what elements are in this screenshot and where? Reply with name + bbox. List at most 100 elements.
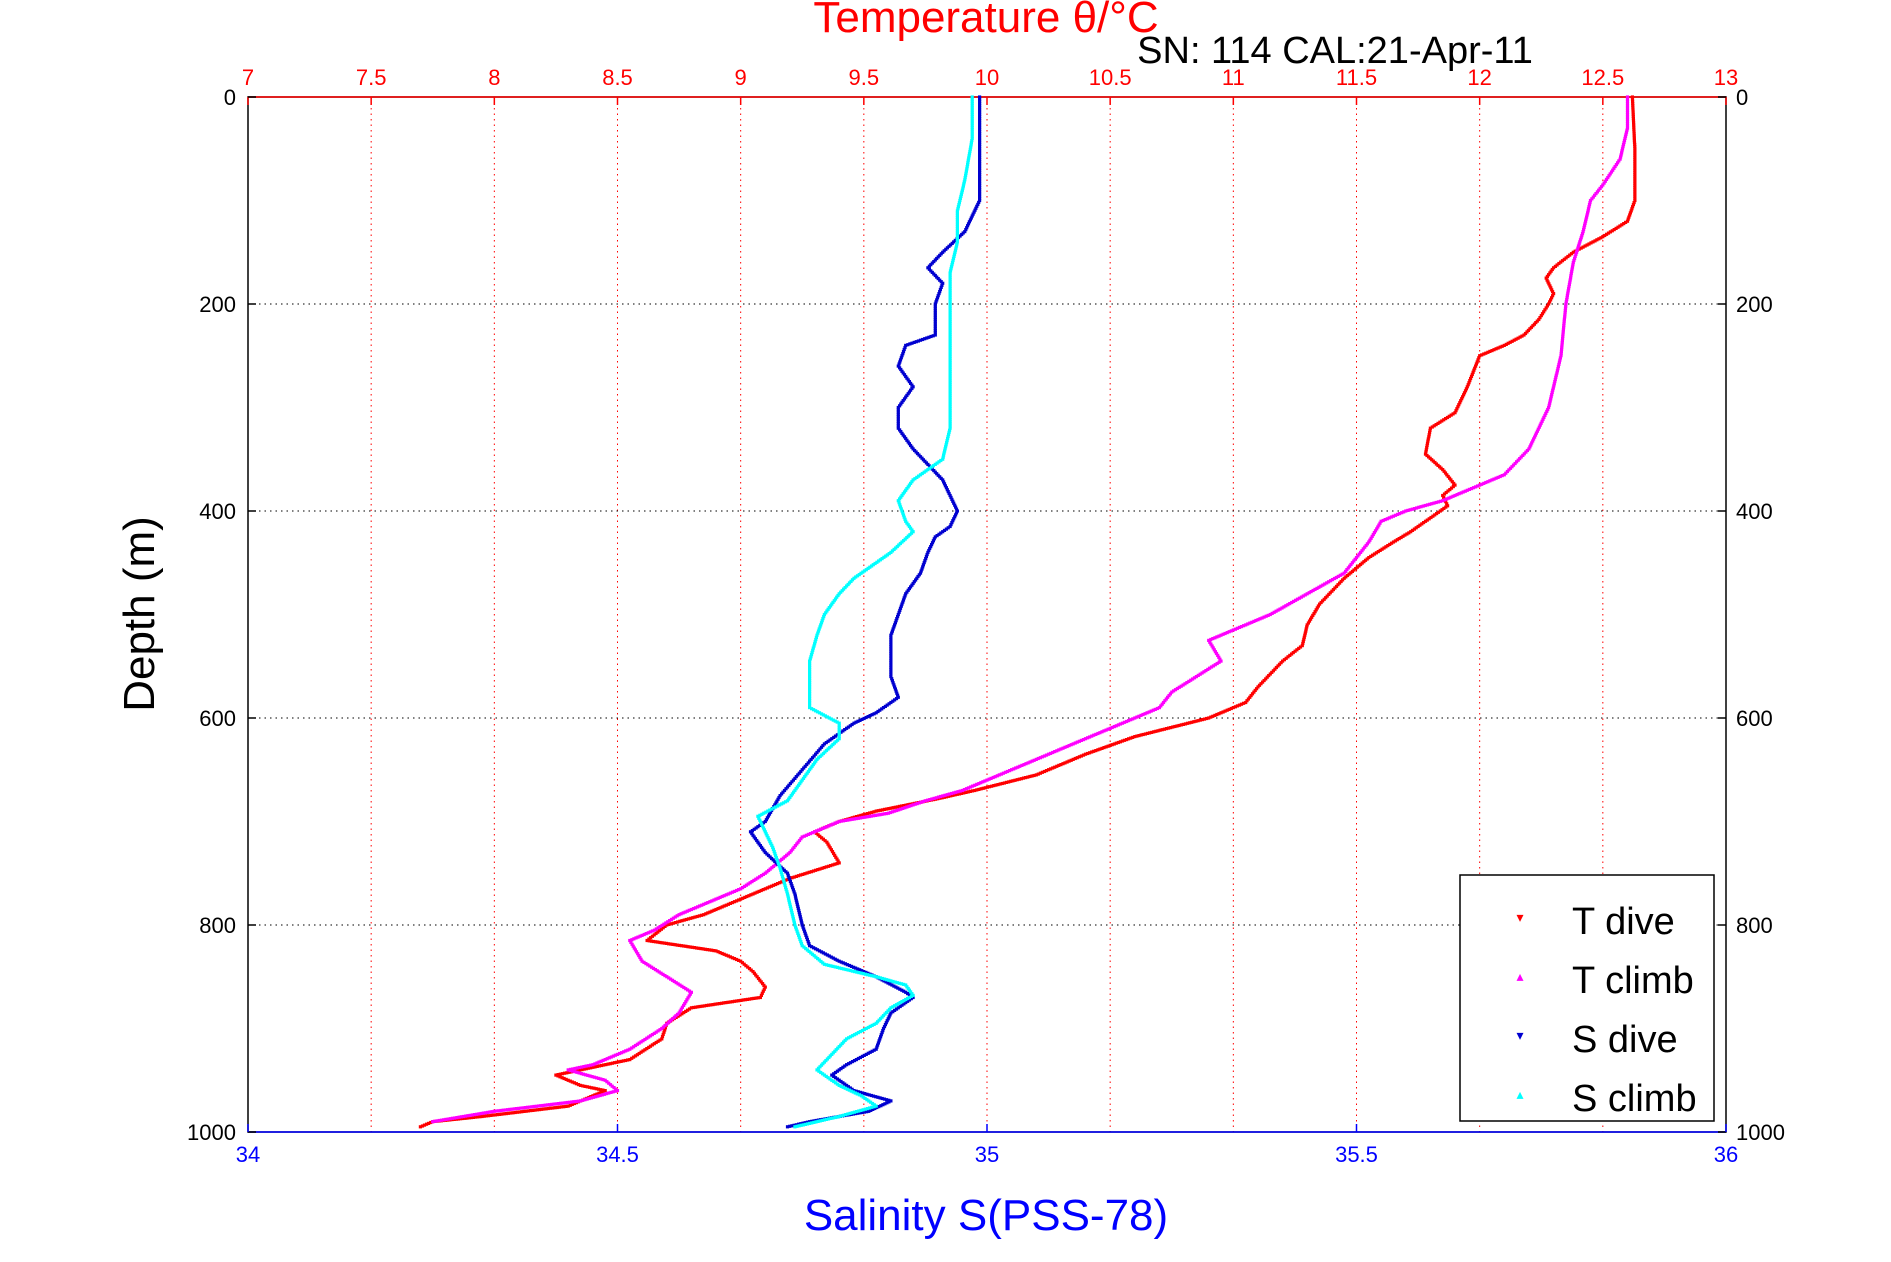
- data-point: [623, 1058, 628, 1063]
- data-point: [881, 1029, 885, 1033]
- data-point: [1442, 418, 1446, 422]
- data-point: [969, 216, 973, 220]
- data-point: [948, 315, 952, 319]
- data-point: [1231, 628, 1235, 632]
- data-point: [1606, 231, 1611, 235]
- data-point: [1550, 390, 1554, 394]
- series-markers: [418, 95, 1637, 1129]
- data-point: [642, 932, 646, 937]
- data-point: [1540, 419, 1544, 423]
- data-point: [1202, 670, 1206, 674]
- data-point: [572, 1081, 576, 1085]
- data-point: [1038, 756, 1042, 760]
- data-point: [875, 560, 879, 564]
- data-point: [858, 1090, 863, 1094]
- data-point: [876, 1095, 880, 1099]
- data-point: [825, 963, 829, 967]
- data-point: [782, 879, 786, 883]
- data-point: [1586, 209, 1590, 213]
- data-point: [1390, 541, 1394, 545]
- data-point: [684, 944, 688, 948]
- data-point: [585, 1097, 589, 1101]
- data-point: [749, 893, 753, 897]
- data-point: [1586, 207, 1591, 211]
- data-point: [1116, 740, 1120, 745]
- data-point: [593, 1065, 597, 1069]
- data-point: [782, 788, 787, 793]
- data-point: [786, 877, 790, 881]
- data-point: [1550, 267, 1554, 272]
- data-point: [800, 944, 804, 948]
- data-point: [1183, 682, 1187, 686]
- data-point: [948, 363, 952, 367]
- data-point: [1412, 527, 1416, 531]
- data-point: [1534, 431, 1538, 435]
- data-point: [1571, 263, 1575, 267]
- data-point: [1579, 236, 1583, 240]
- data-point: [930, 543, 934, 547]
- data-point: [856, 816, 861, 820]
- data-point: [1570, 265, 1575, 269]
- data-point: [1474, 362, 1478, 366]
- data-point: [1591, 240, 1595, 244]
- data-point: [630, 942, 634, 946]
- data-point: [995, 774, 999, 778]
- data-point: [835, 595, 839, 599]
- series-t-climb: [431, 95, 1630, 1124]
- data-point: [1217, 712, 1221, 716]
- data-point: [948, 350, 952, 354]
- data-point: [1371, 532, 1375, 537]
- data-point: [967, 152, 972, 156]
- data-point: [829, 744, 833, 748]
- data-point: [563, 1101, 567, 1105]
- data-point: [561, 1101, 565, 1105]
- data-point: [858, 1030, 862, 1034]
- data-point: [758, 813, 762, 817]
- data-point: [678, 1009, 682, 1013]
- data-point: [1545, 304, 1549, 308]
- data-point: [1611, 168, 1615, 172]
- data-point: [805, 771, 809, 775]
- data-point: [771, 883, 776, 887]
- data-point: [836, 593, 840, 598]
- data-point: [893, 1008, 897, 1012]
- data-point: [1459, 399, 1463, 403]
- data-point: [1303, 593, 1307, 597]
- data-point: [650, 1033, 654, 1037]
- grid-lines: [248, 97, 1726, 1132]
- y-tick-label-right: 600: [1736, 706, 1773, 731]
- data-point: [761, 989, 765, 993]
- data-point: [763, 830, 767, 834]
- data-point: [816, 957, 820, 961]
- data-point: [1563, 315, 1567, 319]
- data-point: [1256, 685, 1260, 689]
- data-point: [1194, 675, 1198, 679]
- data-point: [1229, 629, 1233, 633]
- data-point: [737, 898, 741, 902]
- data-point: [1104, 728, 1108, 732]
- top-tick-label: 13: [1714, 65, 1738, 90]
- data-point: [667, 942, 671, 946]
- data-point: [1438, 509, 1442, 513]
- data-point: [1161, 700, 1166, 705]
- data-point: [762, 828, 766, 832]
- data-point: [1231, 706, 1235, 710]
- data-point: [1560, 343, 1564, 347]
- data-point: [1449, 495, 1453, 499]
- data-point: [1049, 751, 1053, 755]
- data-point: [1127, 737, 1131, 741]
- data-point: [846, 1085, 850, 1089]
- data-point: [754, 996, 758, 1000]
- data-point: [948, 420, 952, 424]
- data-point: [600, 1063, 604, 1068]
- data-point: [603, 1058, 607, 1062]
- data-point: [1633, 155, 1637, 159]
- data-point: [889, 656, 893, 660]
- data-point: [1544, 411, 1548, 415]
- data-point: [900, 1000, 904, 1004]
- data-point: [833, 862, 837, 866]
- data-point: [1061, 762, 1065, 766]
- data-point: [1547, 403, 1551, 407]
- data-point: [943, 793, 947, 797]
- data-point: [871, 563, 875, 567]
